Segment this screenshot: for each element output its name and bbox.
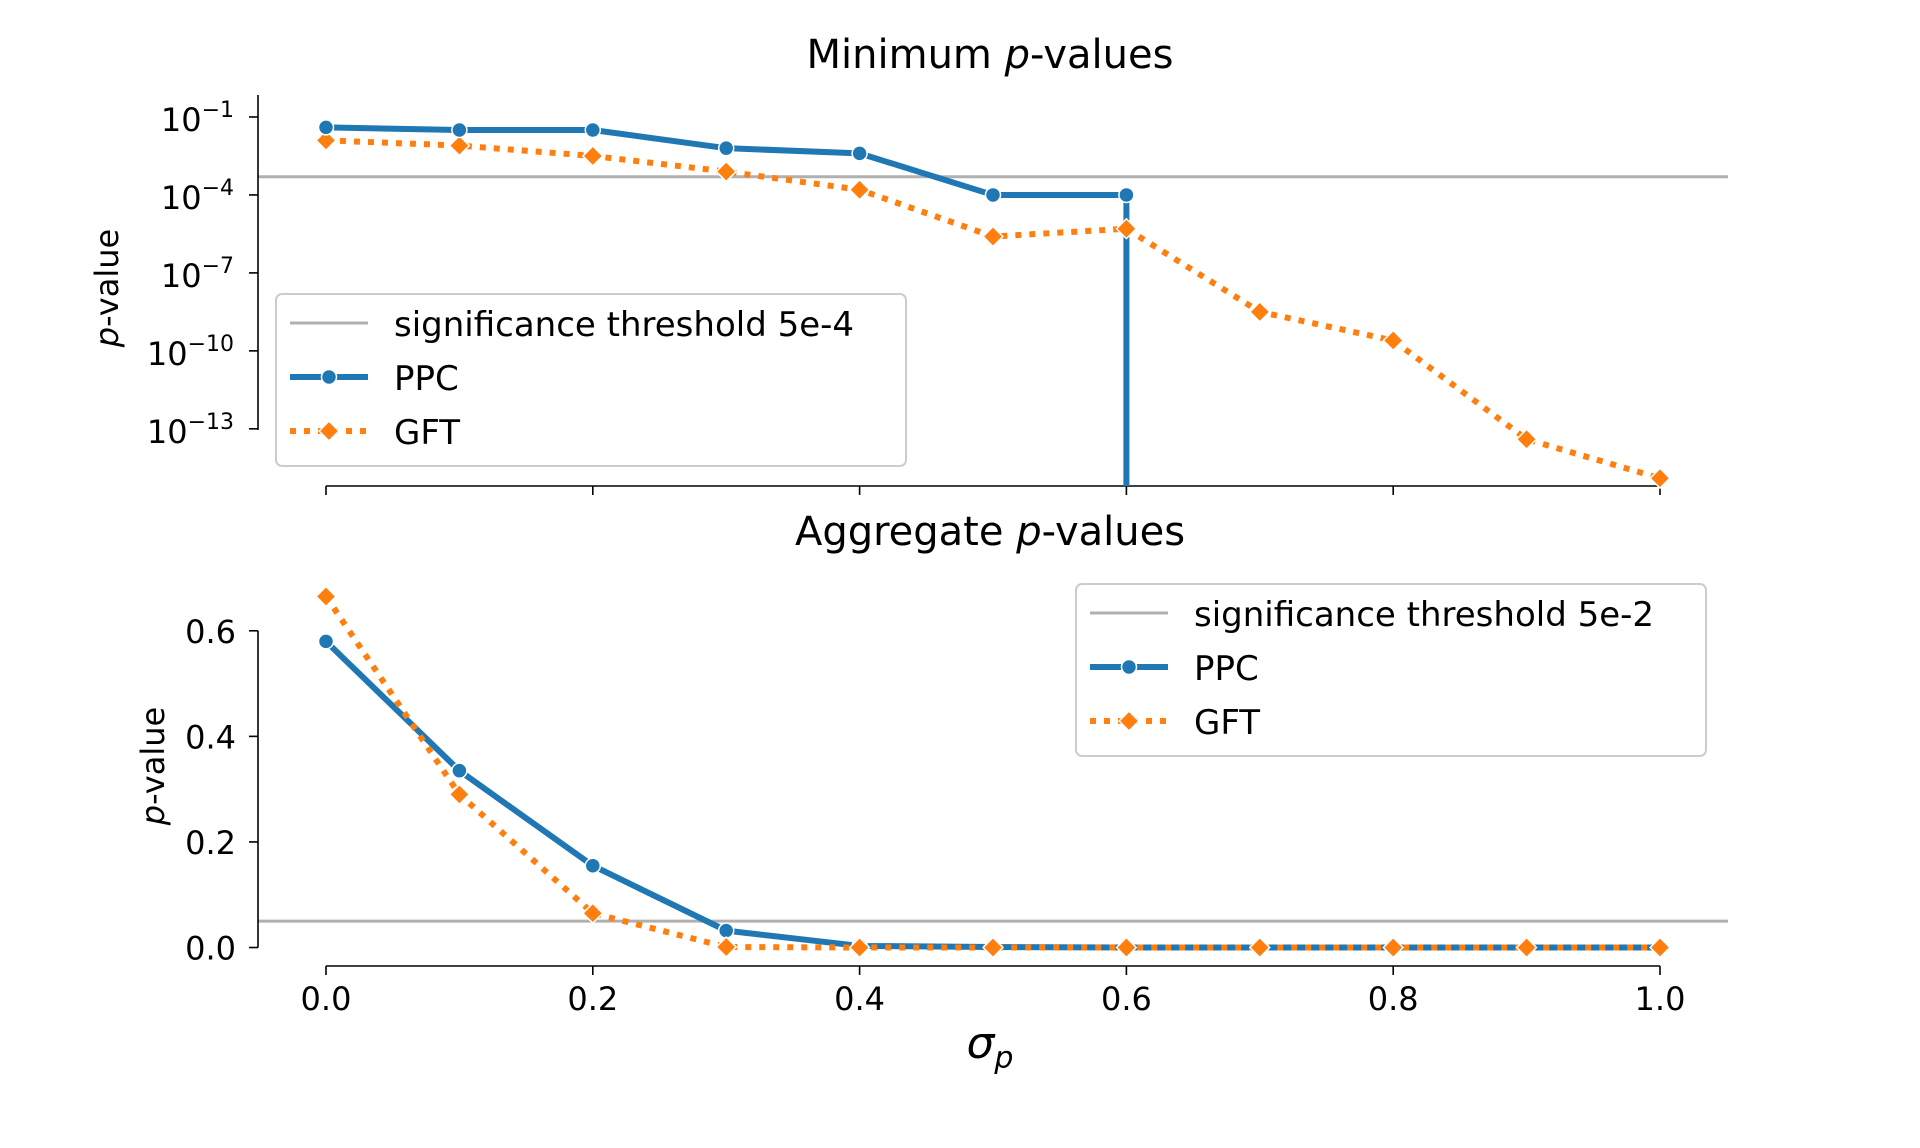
top-ppc-point <box>851 145 868 162</box>
bottom-x-tick-label: 0.6 <box>1101 980 1152 1018</box>
bottom-y-tick-label: 0.4 <box>185 718 236 756</box>
bottom-gft-point <box>1115 936 1138 959</box>
top-y-tick-base: 10 <box>161 179 202 217</box>
bottom-x-tick-label: 0.4 <box>834 980 885 1018</box>
top-gft-point <box>448 134 471 157</box>
bottom-gft-point <box>315 585 337 608</box>
bottom-gft-point <box>1248 936 1271 959</box>
top-y-axis-label: p-value <box>88 229 126 348</box>
bottom-ppc-point <box>717 922 735 939</box>
bottom-legend-ppc-label: PPC <box>1194 649 1259 689</box>
bottom-x-tick-label: 0.8 <box>1368 980 1419 1018</box>
bottom-gft-point <box>448 783 471 806</box>
bottom-y-tick-label: 0.0 <box>185 930 236 968</box>
top-axes <box>257 95 1660 487</box>
bottom-gft-point <box>1649 936 1671 959</box>
bottom-x-tick-label: 0.0 <box>301 980 352 1018</box>
top-y-tick-exponent: −13 <box>188 410 234 435</box>
top-gft-point <box>315 129 337 152</box>
top-legend-threshold-label: significance threshold 5e-4 <box>394 305 854 345</box>
top-y-tick-label: 10−13 <box>147 410 234 451</box>
top-y-tick-label: 10−4 <box>161 176 234 217</box>
top-x-ticks <box>325 486 1661 495</box>
top-legend-ppc-marker <box>320 368 338 386</box>
bottom-gft-point <box>1382 936 1405 959</box>
top-ppc-point <box>584 121 602 139</box>
top-y-tick-exponent: −7 <box>202 254 234 279</box>
top-gft-point <box>1382 329 1405 352</box>
top-series <box>315 119 1671 490</box>
top-ppc-line <box>325 124 1130 486</box>
top-gft-point <box>848 178 871 201</box>
panel-minimum-p-values: Minimum p-values p-value 10−110−410−710−… <box>88 32 1728 495</box>
bottom-x-tick-label: 0.2 <box>567 980 618 1018</box>
bottom-legend: significance threshold 5e-2 PPC GFT <box>1075 583 1707 757</box>
bottom-y-tick-label: 0.6 <box>185 613 236 651</box>
bottom-x-tick-label: 1.0 <box>1635 980 1686 1018</box>
bottom-ppc-point <box>584 857 602 874</box>
bottom-y-axis-label: p-value <box>134 707 172 826</box>
bottom-series <box>315 585 1671 959</box>
bottom-legend-threshold-label: significance threshold 5e-2 <box>1194 595 1654 635</box>
top-gft-point <box>581 145 604 167</box>
top-legend-gft-label: GFT <box>394 413 460 453</box>
top-gft-point <box>1248 300 1271 323</box>
top-y-tick-base: 10 <box>147 413 188 451</box>
top-gft-point <box>1649 467 1671 490</box>
x-axis-label: σp <box>967 1018 1014 1076</box>
bottom-y-ticks: 0.0 0.2 0.4 0.6 <box>185 613 258 968</box>
top-gft-point <box>1115 217 1138 240</box>
bottom-legend-ppc-marker <box>1120 658 1138 676</box>
top-gft-point <box>715 160 738 183</box>
bottom-legend-gft-label: GFT <box>1194 703 1260 743</box>
top-legend: significance threshold 5e-4 PPC GFT <box>275 293 907 467</box>
bottom-x-ticks: 0.0 0.2 0.4 0.6 0.8 1.0 <box>301 966 1686 1018</box>
top-y-tick-exponent: −1 <box>202 98 234 123</box>
bottom-axes <box>257 630 1660 967</box>
top-y-tick-exponent: −10 <box>188 332 234 357</box>
bottom-ppc-point <box>317 633 335 650</box>
bottom-legend-frame <box>1075 583 1707 757</box>
top-ppc-point <box>717 139 735 157</box>
bottom-chart-title: Aggregate p-values <box>795 509 1185 555</box>
top-legend-frame <box>275 293 907 467</box>
top-y-tick-base: 10 <box>161 101 202 139</box>
bottom-gft-point <box>715 936 738 958</box>
bottom-gft-point <box>581 902 604 925</box>
top-ppc-point <box>1118 186 1135 204</box>
bottom-gft-point <box>1515 936 1538 959</box>
bottom-y-tick-label: 0.2 <box>185 824 236 862</box>
top-y-tick-base: 10 <box>161 257 202 295</box>
bottom-gft-point <box>848 936 871 959</box>
top-y-tick-label: 10−10 <box>147 332 234 373</box>
top-y-tick-base: 10 <box>147 335 188 373</box>
bottom-gft-point <box>982 936 1004 959</box>
top-chart-title: Minimum p-values <box>807 32 1174 78</box>
top-ppc-point <box>317 119 335 136</box>
panel-aggregate-p-values: Aggregate p-values p-value 0.00.20.40.6 … <box>134 509 1728 1076</box>
bottom-ppc-point <box>451 762 468 779</box>
bottom-legend-gft-marker <box>1118 710 1140 732</box>
top-legend-ppc-label: PPC <box>394 359 459 399</box>
top-y-tick-label: 10−1 <box>161 98 234 139</box>
top-gft-point <box>982 225 1004 248</box>
top-gft-point <box>1515 428 1538 451</box>
top-y-tick-label: 10−7 <box>161 254 234 295</box>
top-ppc-point <box>451 121 468 139</box>
top-ppc-point <box>984 186 1002 204</box>
top-legend-gft-marker <box>318 420 340 442</box>
top-y-tick-exponent: −4 <box>202 176 234 201</box>
